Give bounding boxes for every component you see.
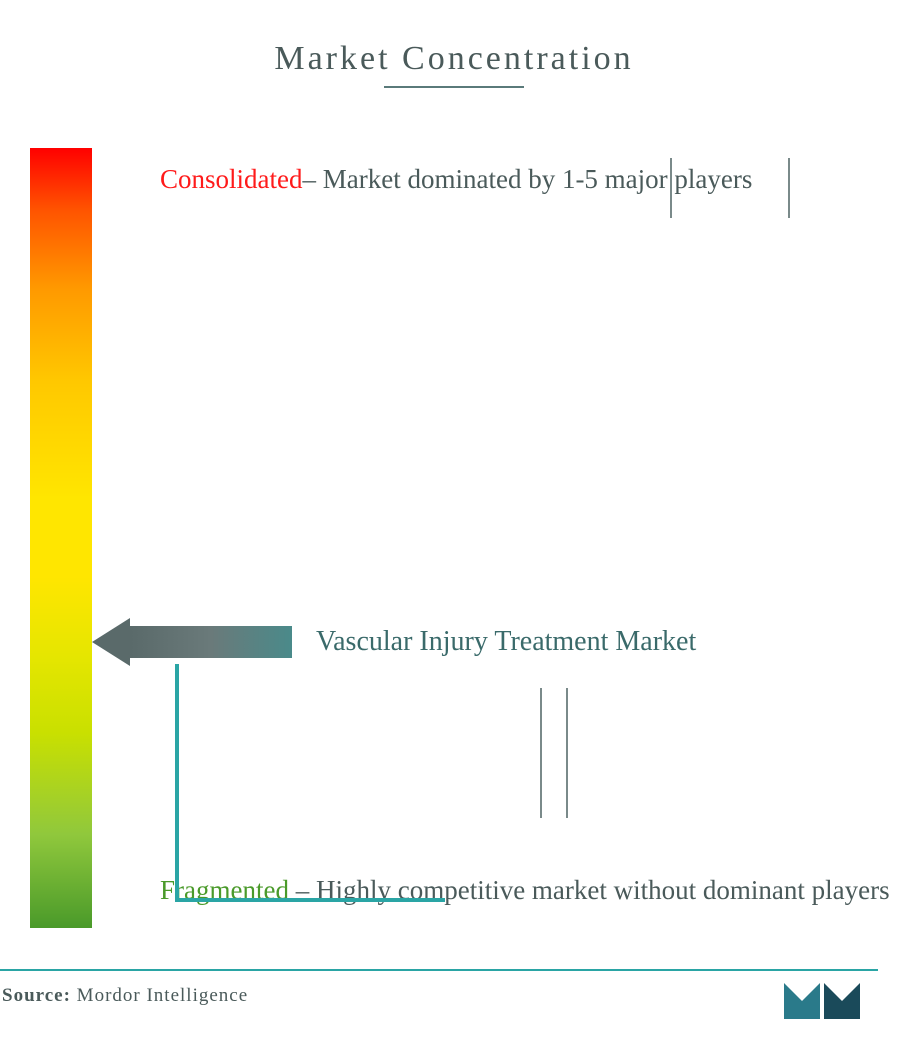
content-area: Consolidated– Market dominated by 1-5 ma… <box>30 148 878 948</box>
concentration-scale <box>30 148 92 928</box>
infographic-container: Market Concentration Consolidated– Marke… <box>0 0 908 1053</box>
marker-connector-frame <box>175 664 445 902</box>
source-value: Mordor Intelligence <box>77 985 248 1006</box>
title-underline <box>384 86 524 88</box>
consolidated-label: Consolidated– Market dominated by 1-5 ma… <box>160 154 900 205</box>
title-text: Market Concentration <box>274 40 633 77</box>
consolidated-keyword: Consolidated <box>160 164 303 194</box>
marker-label: Vascular Injury Treatment Market <box>316 626 696 658</box>
arrow-body <box>130 626 292 658</box>
gradient-bar <box>30 148 92 928</box>
source-citation: Source: Mordor Intelligence <box>2 985 248 1007</box>
arrow-left-icon <box>92 618 292 666</box>
arrow-head <box>92 618 130 666</box>
logo-m-left <box>784 983 820 1019</box>
consolidated-desc: – Market dominated by 1-5 major players <box>303 164 753 194</box>
market-marker: Vascular Injury Treatment Market <box>92 618 696 666</box>
brand-logo-icon <box>782 969 862 1025</box>
footer-divider <box>0 969 878 971</box>
page-title: Market Concentration <box>30 40 878 88</box>
source-label: Source: <box>2 985 71 1006</box>
logo-m-right <box>824 983 860 1019</box>
